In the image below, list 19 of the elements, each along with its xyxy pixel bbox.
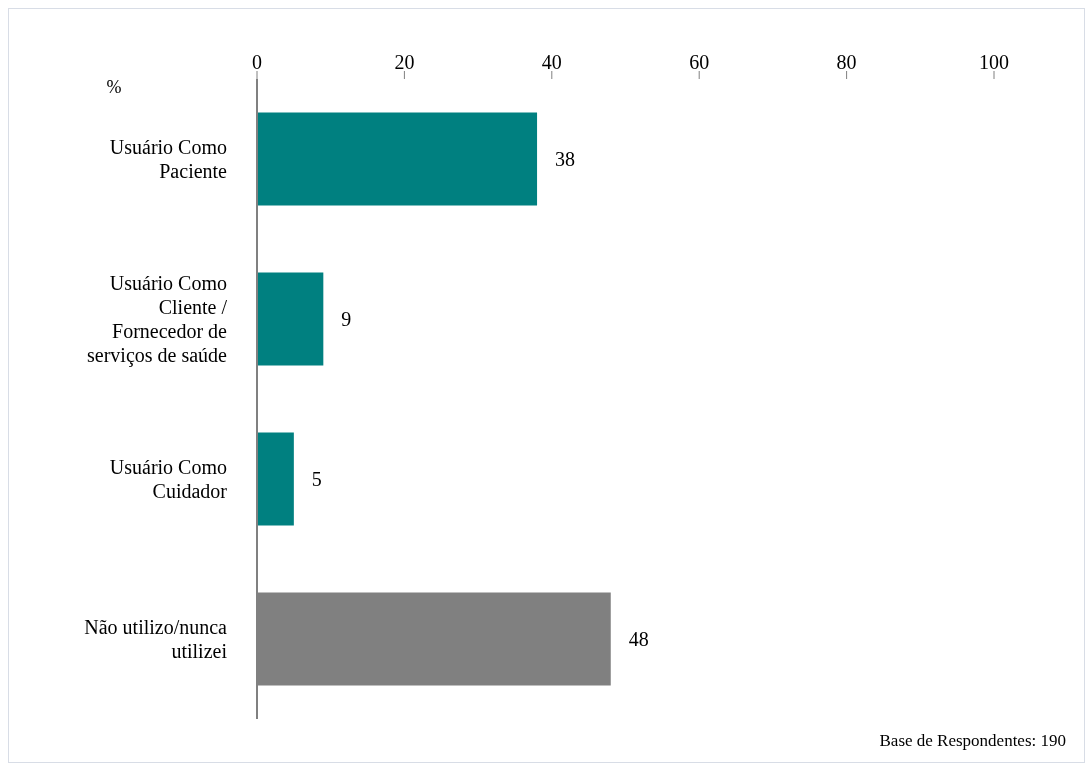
- data-label: 48: [628, 628, 649, 651]
- bar: [257, 432, 294, 526]
- y-tick-label: Usuário Como Cuidador: [109, 456, 228, 502]
- x-tick-label: 100: [979, 51, 1009, 73]
- data-label: 38: [555, 148, 576, 171]
- y-tick-label: Não utilizo/nunca utilizei: [84, 616, 228, 662]
- y-tick-label: Usuário Como Paciente: [109, 136, 228, 182]
- bar: [257, 272, 324, 366]
- x-tick-label: 40: [541, 51, 562, 73]
- y-tick-label: Usuário Como Cliente / Fornecedor de serviços de saúde: [87, 272, 228, 367]
- bar: [257, 112, 538, 206]
- data-label: 5: [311, 468, 322, 491]
- x-tick-label: 60: [689, 51, 710, 73]
- data-label: 9: [341, 308, 352, 331]
- x-tick-label: 0: [252, 51, 262, 73]
- x-axis-title: %: [106, 77, 122, 97]
- x-tick-label: 80: [836, 51, 857, 73]
- text: Base de Respondentes: 190: [879, 731, 1066, 751]
- x-tick-label: 20: [394, 51, 415, 73]
